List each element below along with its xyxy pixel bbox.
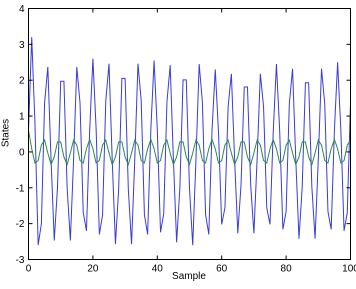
y-tick-label: -2: [16, 219, 25, 230]
y-tick-label: 3: [19, 40, 25, 51]
x-axis-label: Sample: [172, 271, 206, 282]
x-tick-label: 20: [87, 264, 99, 275]
y-tick-label: 2: [19, 76, 25, 87]
series-line: [28, 37, 351, 246]
x-tick-label: 80: [281, 264, 293, 275]
x-tick-label: 0: [26, 264, 32, 275]
y-tick-label: 1: [19, 112, 25, 123]
x-tick-label: 40: [152, 264, 164, 275]
x-tick-label: 100: [342, 264, 356, 275]
series-line: [28, 130, 351, 166]
y-tick-label: -3: [16, 255, 25, 266]
x-tick-label: 60: [216, 264, 228, 275]
plot-frame: [28, 8, 351, 260]
y-tick-label: 0: [19, 147, 25, 158]
y-tick-label: 4: [19, 4, 25, 15]
y-tick-label: -1: [16, 183, 25, 194]
y-axis-label: States: [1, 119, 12, 147]
